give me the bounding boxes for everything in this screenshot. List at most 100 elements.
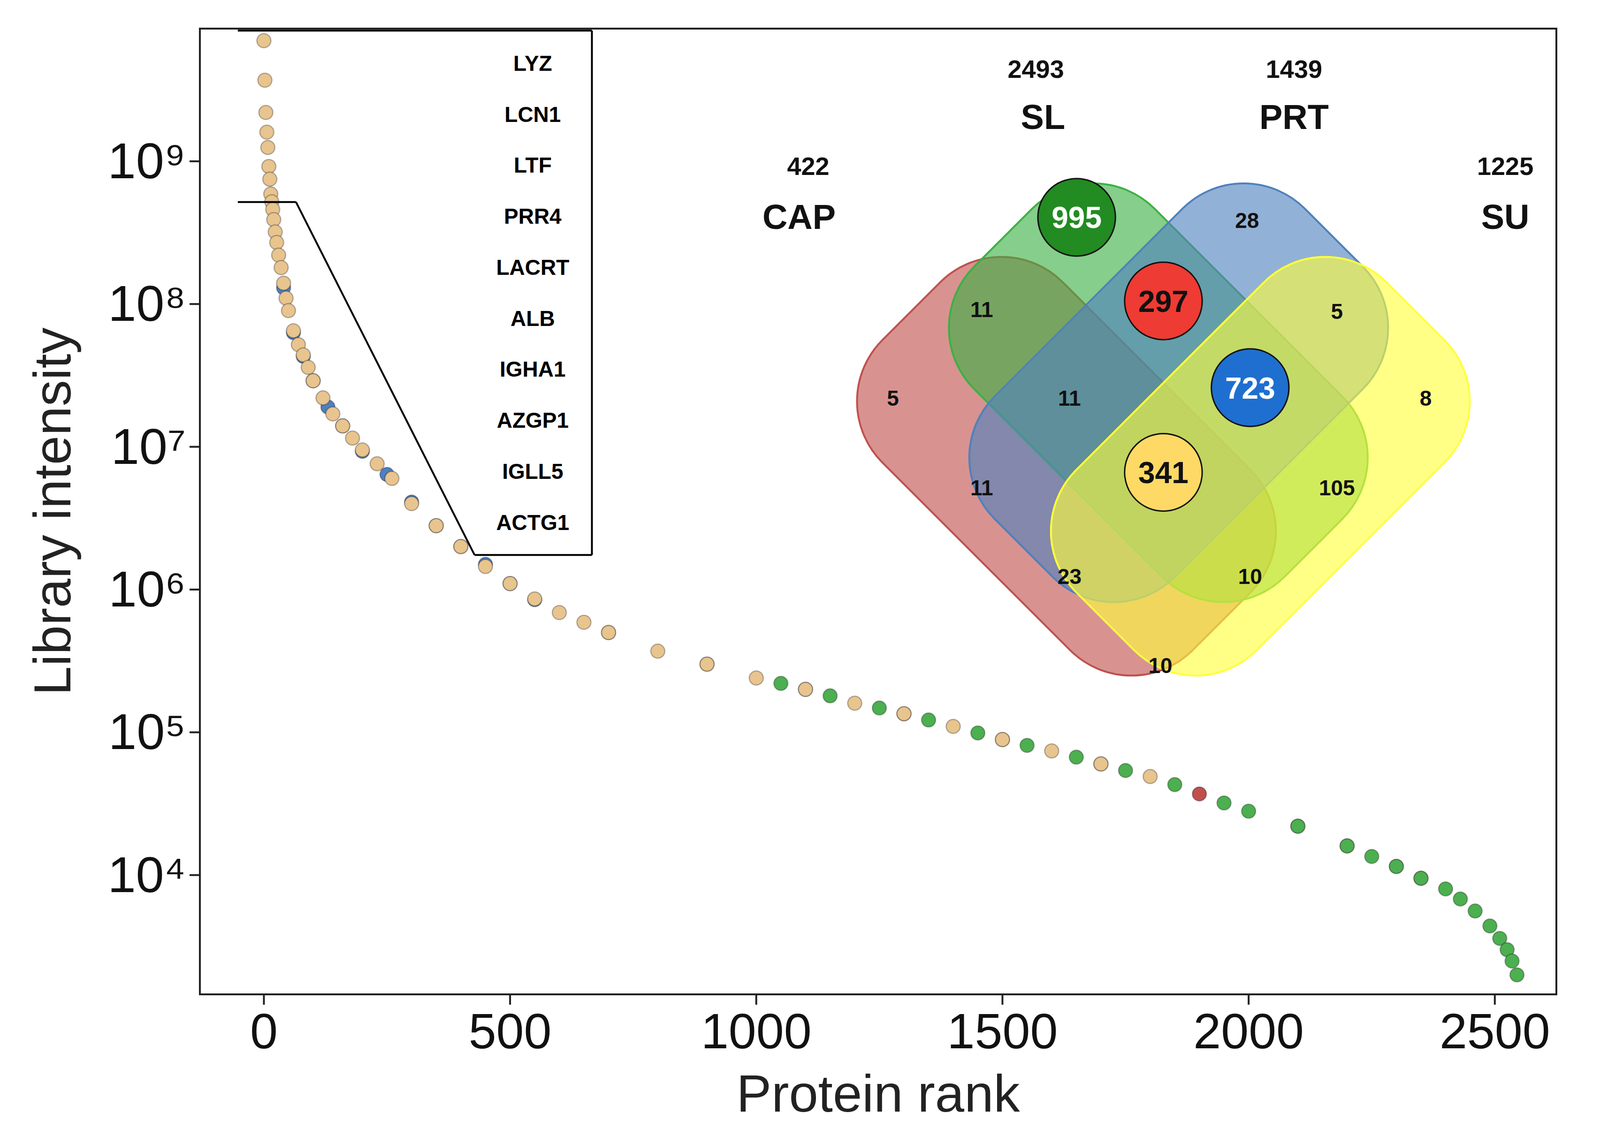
venn-region-count: 5: [886, 386, 900, 411]
venn-set-label: PRT: [1259, 97, 1329, 137]
point: [305, 373, 320, 389]
protein-label: LYZ: [513, 51, 553, 76]
x-tick-label: 500: [468, 1003, 552, 1060]
y-tick-label: 10⁴: [107, 846, 186, 904]
x-tick-label: 2500: [1439, 1003, 1551, 1060]
protein-label: AZGP1: [496, 408, 569, 433]
venn-region-count: 11: [970, 475, 994, 501]
venn-highlight: [1124, 433, 1203, 511]
point: [1468, 904, 1483, 919]
protein-label: LCN1: [504, 102, 561, 127]
venn-highlight: [1124, 262, 1203, 340]
point: [1340, 839, 1355, 854]
point: [325, 406, 340, 421]
point: [502, 576, 518, 591]
venn-set-count: 1439: [1265, 54, 1323, 84]
point: [552, 605, 567, 620]
venn-set-count: 422: [787, 152, 830, 181]
venn-region-count: 23: [1057, 564, 1082, 589]
bracket-line: [296, 202, 475, 556]
venn-region-count: 723: [1225, 371, 1276, 406]
venn-region-count: 28: [1234, 208, 1259, 233]
protein-label: ACTG1: [495, 510, 570, 535]
point: [822, 689, 838, 704]
point: [1290, 819, 1305, 834]
point: [527, 592, 542, 607]
point: [286, 323, 301, 338]
point: [1453, 892, 1468, 907]
y-tick: [189, 874, 200, 877]
y-tick-label: 10⁷: [111, 418, 186, 475]
point: [1505, 954, 1520, 969]
point: [478, 559, 493, 574]
point: [274, 260, 289, 275]
point: [370, 457, 385, 472]
bracket-line: [474, 554, 592, 557]
point: [1118, 763, 1133, 778]
y-tick-label: 10⁹: [107, 132, 186, 190]
point: [1217, 796, 1232, 811]
venn-set-count: 2493: [1007, 54, 1065, 84]
point: [847, 696, 862, 711]
point: [260, 140, 275, 155]
protein-label: LTF: [513, 152, 552, 178]
point: [1364, 849, 1379, 864]
point: [453, 539, 468, 554]
x-tick-label: 1500: [947, 1003, 1059, 1060]
point: [1482, 919, 1497, 934]
point: [335, 419, 350, 434]
point: [301, 360, 316, 375]
series-1: [276, 281, 542, 608]
point: [429, 518, 444, 534]
venn-region-count: 5: [1330, 299, 1343, 324]
y-axis-title: Library intensity: [22, 327, 82, 696]
point: [384, 471, 399, 486]
venn-region-count: 297: [1138, 284, 1189, 319]
point: [1142, 769, 1158, 785]
venn-region-count: 8: [1419, 386, 1433, 411]
bracket-line: [237, 29, 593, 32]
point: [872, 700, 887, 716]
point: [946, 719, 961, 734]
point: [261, 159, 276, 174]
y-tick: [189, 303, 200, 305]
points: [256, 33, 1524, 983]
point: [1167, 777, 1182, 793]
x-tick-label: 2000: [1193, 1003, 1304, 1060]
y-tick: [189, 731, 200, 734]
protein-label: IGLL5: [502, 459, 564, 484]
point: [1093, 757, 1108, 772]
point: [749, 671, 764, 686]
point: [258, 73, 273, 88]
point: [921, 713, 936, 728]
point: [897, 707, 912, 722]
venn-set-count: 1225: [1477, 152, 1534, 181]
point: [355, 442, 370, 458]
protein-label: IGHA1: [499, 357, 566, 382]
point: [995, 732, 1010, 747]
point: [256, 33, 271, 48]
bracket-line: [591, 30, 594, 556]
point: [1509, 967, 1524, 983]
protein-label: ALB: [510, 306, 556, 331]
point: [1389, 859, 1404, 874]
point: [335, 419, 350, 434]
point: [897, 707, 912, 722]
point: [700, 657, 715, 672]
venn: 422CAP2493SL1439PRT1225SU995281129755117…: [762, 54, 1534, 712]
point: [1069, 750, 1084, 765]
protein-label: LACRT: [495, 255, 570, 280]
venn-highlight: [1037, 178, 1116, 257]
protein-label: PRR4: [503, 204, 562, 229]
series-0: [601, 625, 1428, 886]
venn-set-label: SU: [1481, 197, 1530, 237]
venn-region-count: 10: [1238, 564, 1263, 589]
series-3: [773, 676, 1524, 983]
y-tick: [189, 446, 200, 449]
point: [259, 105, 274, 120]
venn-region-count: 11: [970, 297, 994, 322]
x-axis-title: Protein rank: [736, 1064, 1021, 1124]
point: [601, 625, 616, 640]
chart-root: 0500100015002000250010⁴10⁵10⁶10⁷10⁸10⁹Pr…: [0, 0, 1600, 1136]
venn-set-label: CAP: [762, 197, 836, 237]
